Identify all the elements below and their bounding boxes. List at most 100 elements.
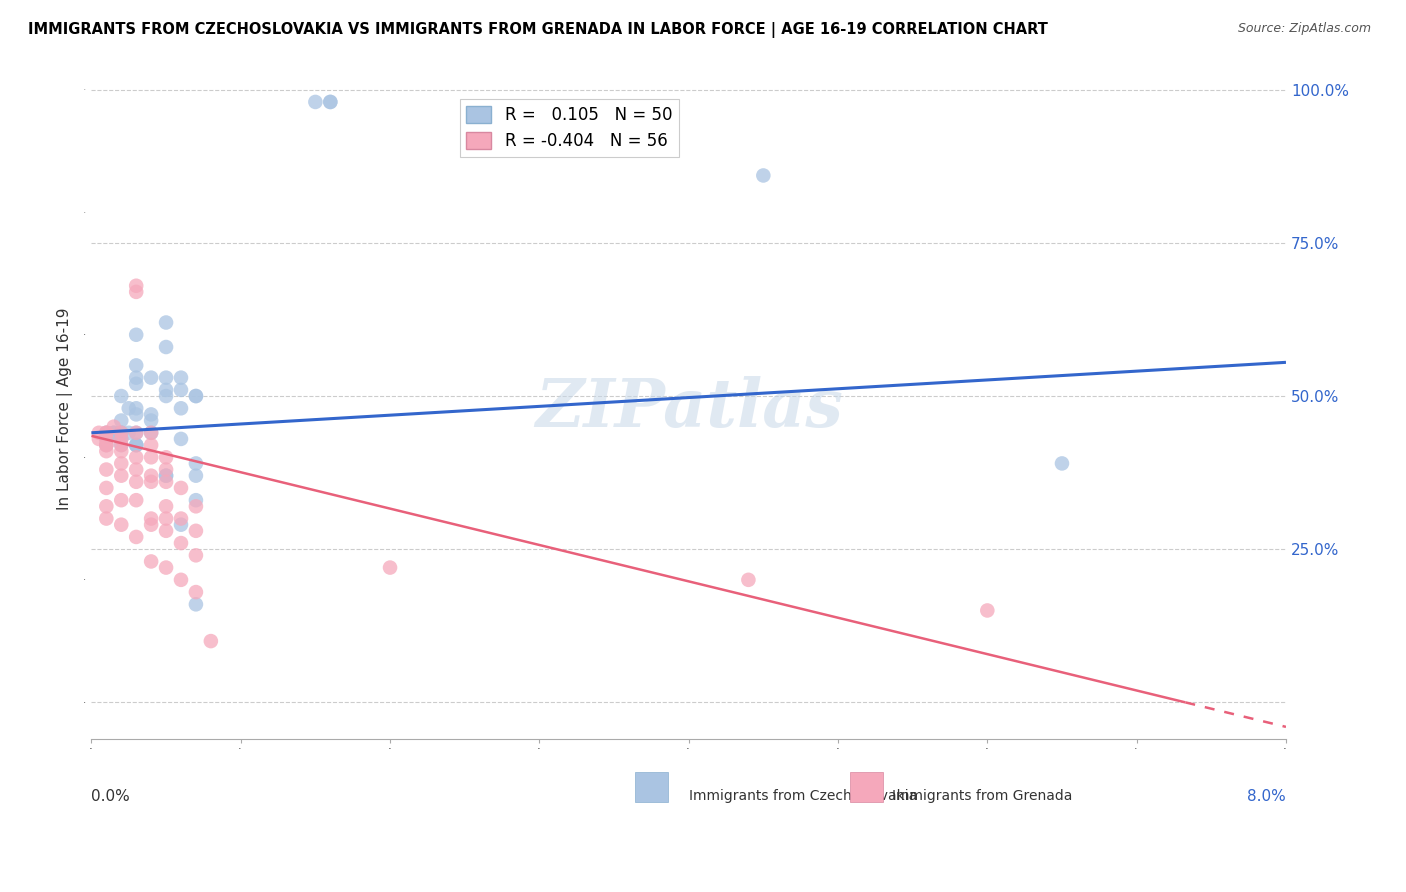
Text: ZIPatlas: ZIPatlas: [534, 376, 842, 441]
Point: [139, 475, 162, 489]
Point: [184, 598, 207, 612]
Point: [87, 432, 110, 446]
Point: [155, 340, 177, 354]
Point: [155, 468, 177, 483]
Point: [125, 376, 148, 391]
Point: [737, 573, 759, 587]
Point: [155, 389, 177, 403]
Point: [170, 481, 193, 495]
Point: [110, 425, 132, 440]
Point: [110, 457, 132, 471]
Point: [125, 530, 148, 544]
Point: [184, 524, 207, 538]
Point: [96, 425, 118, 440]
Point: [752, 169, 775, 183]
Point: [125, 278, 148, 293]
Point: [155, 462, 177, 476]
Point: [96, 444, 118, 458]
Point: [125, 475, 148, 489]
Text: 0.0%: 0.0%: [91, 789, 131, 804]
Point: [103, 419, 125, 434]
Point: [155, 524, 177, 538]
Point: [118, 401, 141, 416]
Point: [155, 383, 177, 397]
Point: [125, 450, 148, 465]
Point: [184, 457, 207, 471]
Point: [170, 383, 193, 397]
Point: [103, 425, 125, 440]
Point: [184, 500, 207, 514]
Point: [125, 462, 148, 476]
Point: [304, 95, 326, 109]
Point: [96, 511, 118, 525]
Point: [125, 425, 148, 440]
Point: [110, 444, 132, 458]
Point: [96, 432, 118, 446]
Point: [155, 468, 177, 483]
Point: [139, 425, 162, 440]
Point: [110, 432, 132, 446]
Point: [110, 432, 132, 446]
Point: [125, 370, 148, 384]
Point: [87, 425, 110, 440]
Point: [110, 425, 132, 440]
Text: Source: ZipAtlas.com: Source: ZipAtlas.com: [1237, 22, 1371, 36]
Point: [125, 327, 148, 342]
Bar: [636, 772, 668, 802]
Point: [96, 438, 118, 452]
Point: [184, 468, 207, 483]
Point: [170, 517, 193, 532]
Point: [139, 413, 162, 427]
Point: [110, 413, 132, 427]
Point: [155, 370, 177, 384]
Point: [139, 408, 162, 422]
Point: [96, 438, 118, 452]
Point: [139, 511, 162, 525]
Point: [184, 549, 207, 563]
Point: [170, 401, 193, 416]
Point: [200, 634, 222, 648]
Point: [110, 468, 132, 483]
Point: [170, 573, 193, 587]
Point: [155, 475, 177, 489]
Point: [96, 462, 118, 476]
Point: [976, 603, 998, 617]
Point: [96, 481, 118, 495]
Point: [378, 560, 401, 574]
Point: [170, 432, 193, 446]
Point: [125, 438, 148, 452]
Point: [184, 389, 207, 403]
Point: [139, 450, 162, 465]
Point: [184, 493, 207, 508]
Point: [1050, 457, 1073, 471]
Point: [96, 438, 118, 452]
Point: [125, 401, 148, 416]
Point: [139, 468, 162, 483]
Point: [110, 517, 132, 532]
Point: [184, 585, 207, 599]
Point: [96, 500, 118, 514]
Point: [110, 438, 132, 452]
Point: [139, 554, 162, 568]
Y-axis label: In Labor Force | Age 16-19: In Labor Force | Age 16-19: [58, 307, 73, 509]
Point: [110, 493, 132, 508]
Point: [139, 425, 162, 440]
Point: [139, 517, 162, 532]
Point: [110, 389, 132, 403]
Point: [170, 370, 193, 384]
Bar: [851, 772, 883, 802]
Point: [125, 285, 148, 299]
Point: [139, 370, 162, 384]
Point: [125, 438, 148, 452]
Point: [170, 536, 193, 550]
Point: [319, 95, 342, 109]
Legend: R =   0.105   N = 50, R = -0.404   N = 56: R = 0.105 N = 50, R = -0.404 N = 56: [460, 99, 679, 157]
Point: [155, 500, 177, 514]
Point: [125, 408, 148, 422]
Point: [125, 438, 148, 452]
Point: [155, 450, 177, 465]
Point: [184, 389, 207, 403]
Point: [125, 493, 148, 508]
Point: [118, 425, 141, 440]
Text: IMMIGRANTS FROM CZECHOSLOVAKIA VS IMMIGRANTS FROM GRENADA IN LABOR FORCE | AGE 1: IMMIGRANTS FROM CZECHOSLOVAKIA VS IMMIGR…: [28, 22, 1047, 38]
